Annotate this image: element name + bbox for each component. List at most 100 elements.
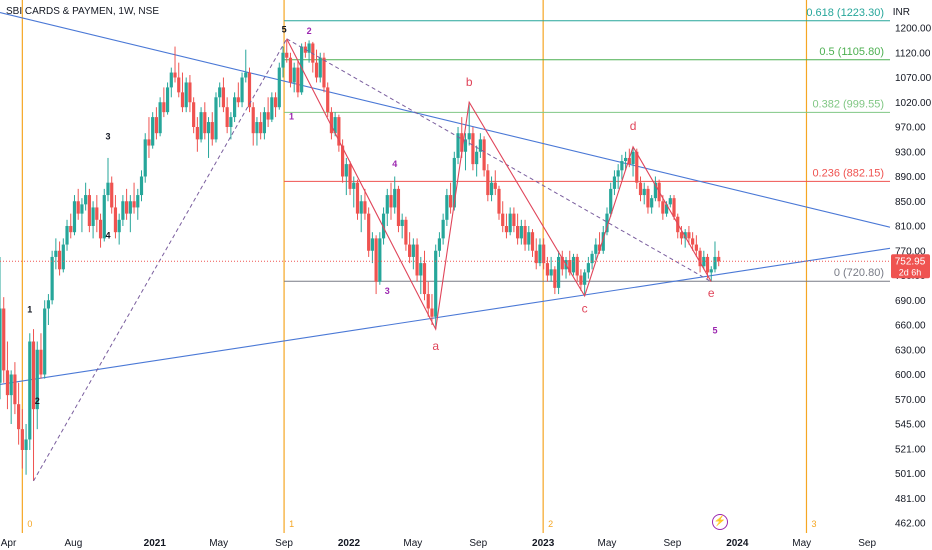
- y-tick-label: 930.00: [895, 147, 926, 158]
- lightning-bolt-icon[interactable]: ⚡: [712, 514, 728, 530]
- candle-body: [590, 253, 594, 264]
- candle-body: [195, 127, 199, 140]
- candle-body: [76, 201, 80, 214]
- candle-body: [136, 195, 140, 208]
- candle-body: [192, 102, 196, 127]
- candle-body: [169, 72, 173, 88]
- candle-body: [523, 226, 527, 245]
- x-tick-label: May: [598, 538, 617, 549]
- y-tick-label: 1120.00: [895, 48, 931, 59]
- candle-body: [445, 195, 449, 220]
- candle-body: [378, 238, 382, 282]
- y-tick-label: 1070.00: [895, 73, 932, 84]
- fib-level-label: 0.382 (999.55): [812, 98, 884, 110]
- candle-body: [609, 188, 613, 214]
- wave-label: 4: [392, 159, 397, 169]
- candle-body: [91, 207, 95, 226]
- candle-body: [69, 226, 73, 233]
- candle-body: [713, 256, 717, 270]
- candle-body: [273, 97, 278, 108]
- candle-body: [568, 260, 572, 273]
- candle-body: [307, 43, 311, 53]
- dashed-line: [286, 38, 712, 283]
- candle-body: [497, 188, 501, 214]
- candle-body: [415, 244, 419, 276]
- candle-body: [80, 204, 84, 214]
- candle-body: [594, 244, 598, 254]
- candle-body: [679, 232, 684, 239]
- x-tick-label: 2022: [338, 538, 361, 549]
- candle-body: [374, 238, 378, 282]
- wave-label: e: [708, 286, 715, 300]
- candle-body: [199, 112, 203, 140]
- candle-body: [57, 250, 62, 270]
- y-tick-label: 630.00: [895, 345, 926, 356]
- candle-body: [508, 213, 512, 233]
- candle-body: [95, 207, 99, 220]
- candle-body: [236, 97, 240, 103]
- candle-body: [147, 139, 151, 146]
- dashed-line: [33, 38, 288, 482]
- y-tick-label: 890.00: [895, 172, 926, 183]
- x-tick-label: Sep: [275, 538, 293, 549]
- candle-body: [460, 133, 464, 152]
- candle-body: [128, 201, 132, 214]
- candle-body: [389, 195, 393, 208]
- trendlines: [0, 11, 891, 385]
- y-tick-label: 690.00: [895, 296, 926, 307]
- x-tick-label: Sep: [664, 538, 682, 549]
- candle-body: [359, 201, 363, 214]
- candle-body: [478, 139, 482, 152]
- candle-body: [206, 122, 211, 134]
- candle-body: [244, 72, 248, 78]
- x-tick-label: 2023: [532, 538, 555, 549]
- candle-body: [0, 308, 2, 383]
- candle-body: [344, 164, 348, 177]
- x-tick-label: 2021: [144, 538, 167, 549]
- wave-label: 4: [105, 230, 110, 240]
- candle-body: [363, 201, 367, 214]
- candle-body: [177, 77, 181, 93]
- candle-body: [687, 232, 691, 239]
- currency-label: INR: [892, 7, 910, 18]
- wave-label: 3: [385, 286, 390, 296]
- candle-body: [452, 157, 456, 208]
- wave-label: b: [466, 75, 473, 89]
- candle-body: [542, 244, 546, 264]
- y-tick-label: 1020.00: [895, 98, 932, 109]
- candle-body: [17, 404, 21, 430]
- x-tick-label: May: [792, 538, 811, 549]
- candle-body: [504, 226, 509, 233]
- candle-body: [352, 182, 356, 189]
- candle-body: [121, 201, 125, 220]
- candle-body: [512, 213, 516, 226]
- candle-body: [463, 139, 468, 152]
- candle-body: [400, 219, 404, 226]
- candle-body: [158, 102, 162, 134]
- last-price-value: 752.95: [895, 256, 926, 267]
- candles: [0, 38, 721, 481]
- time-cycle-lines: 0 1 2 3: [21, 0, 816, 533]
- candle-body: [218, 87, 222, 98]
- candle-body: [560, 256, 564, 270]
- candle-body: [404, 219, 408, 245]
- candle-body: [151, 117, 155, 146]
- candle-body: [285, 52, 289, 58]
- candle-body: [631, 151, 635, 165]
- candle-body: [139, 176, 144, 196]
- candle-body: [229, 117, 233, 127]
- candle-body: [214, 97, 218, 140]
- candle-body: [549, 269, 553, 276]
- candle-body: [20, 429, 24, 450]
- candle-body: [448, 195, 453, 208]
- candle-body: [292, 67, 296, 83]
- trendline: [0, 11, 891, 228]
- candle-body: [162, 102, 166, 113]
- wave-label: 2: [307, 26, 312, 36]
- candle-body: [408, 244, 412, 257]
- candle-body: [288, 57, 293, 83]
- cycle-label: 0: [27, 519, 32, 529]
- candle-body: [251, 107, 255, 134]
